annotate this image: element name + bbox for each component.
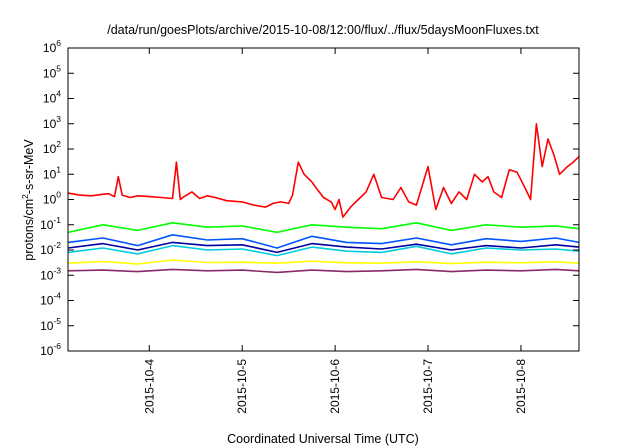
y-tick-base-5: 10 (43, 167, 57, 181)
series-line-2 (67, 222, 580, 234)
y-tick-exponent-6: 0 (56, 190, 61, 200)
series-line-7 (67, 268, 580, 274)
series-line-5 (67, 241, 580, 254)
y-tick-exponent-1: 5 (56, 63, 61, 73)
y-tick-label-3: 103 (43, 114, 61, 131)
x-tick-label-3: 2015-10-7 (421, 359, 435, 414)
y-tick-base-8: 10 (40, 243, 54, 257)
y-axis-label-base: protons/cm (22, 199, 36, 261)
y-tick-label-0: 106 (43, 38, 61, 55)
y-axis-label-rest: -s-sr-MeV (22, 139, 36, 195)
x-tick-label-4: 2015-10-8 (514, 359, 528, 414)
y-tick-exponent-0: 6 (56, 38, 61, 48)
y-tick-label-10: 10-4 (40, 291, 61, 308)
y-tick-exponent-4: 2 (56, 139, 61, 149)
series-layer (67, 123, 580, 274)
y-tick-exponent-12: -6 (53, 341, 61, 351)
y-tick-exponent-11: -5 (53, 316, 61, 326)
y-tick-label-7: 10-1 (40, 215, 61, 232)
x-tick-label-2: 2015-10-6 (328, 359, 342, 414)
y-tick-label-6: 100 (43, 190, 61, 207)
x-tick-label-1: 2015-10-5 (235, 359, 249, 414)
y-tick-label-12: 10-6 (40, 341, 61, 358)
series-line-4 (67, 234, 580, 249)
y-tick-base-3: 10 (43, 117, 57, 131)
y-axis-label: protons/cm2-s-sr-MeV (20, 139, 36, 261)
y-tick-base-9: 10 (40, 268, 54, 282)
y-tick-exponent-2: 4 (56, 89, 61, 99)
axes-layer: 10610510410310210110010-110-210-310-410-… (40, 38, 580, 414)
y-tick-base-11: 10 (40, 319, 54, 333)
y-tick-exponent-5: 1 (56, 164, 61, 174)
y-tick-exponent-10: -4 (53, 291, 61, 301)
y-tick-base-12: 10 (40, 344, 54, 358)
series-line-3 (67, 244, 580, 257)
y-tick-label-2: 104 (43, 89, 61, 106)
y-axis-label-sup: 2 (20, 194, 30, 199)
y-tick-base-6: 10 (43, 193, 57, 207)
y-tick-base-10: 10 (40, 294, 54, 308)
y-tick-exponent-3: 3 (56, 114, 61, 124)
y-tick-base-4: 10 (43, 142, 57, 156)
plot-frame (67, 47, 580, 352)
y-tick-base-2: 10 (43, 92, 57, 106)
y-tick-label-4: 102 (43, 139, 61, 156)
y-tick-label-11: 10-5 (40, 316, 61, 333)
series-line-6 (67, 259, 580, 265)
series-line-1 (67, 123, 580, 218)
y-tick-label-5: 101 (43, 164, 61, 181)
y-tick-base-0: 10 (43, 41, 57, 55)
y-tick-exponent-7: -1 (53, 215, 61, 225)
chart-title: /data/run/goesPlots/archive/2015-10-08/1… (107, 23, 539, 37)
y-tick-base-1: 10 (43, 66, 57, 80)
x-axis-label: Coordinated Universal Time (UTC) (227, 432, 419, 446)
y-tick-label-9: 10-3 (40, 265, 61, 282)
y-tick-exponent-9: -3 (53, 265, 61, 275)
y-tick-base-7: 10 (40, 218, 54, 232)
y-tick-label-1: 105 (43, 63, 61, 80)
y-tick-label-8: 10-2 (40, 240, 61, 257)
x-tick-label-0: 2015-10-4 (142, 359, 156, 414)
y-tick-exponent-8: -2 (53, 240, 61, 250)
